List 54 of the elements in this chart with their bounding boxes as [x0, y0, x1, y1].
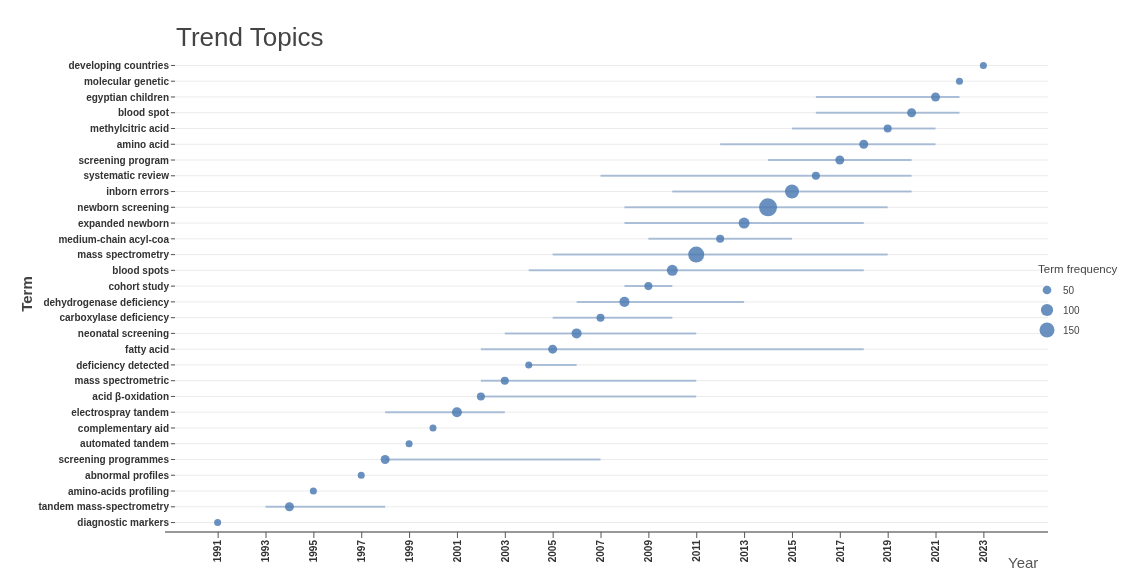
- legend-label: 50: [1063, 285, 1075, 296]
- x-tick-label: 2021: [930, 539, 942, 563]
- x-tick-label: 2015: [786, 539, 798, 563]
- y-tick-label: abnormal profiles: [85, 469, 170, 481]
- y-tick-label: neonatal screening: [77, 328, 169, 340]
- y-tick-label: screening program: [78, 154, 170, 166]
- legend-title: Term frequency: [1038, 263, 1118, 275]
- y-axis-title: Term: [18, 276, 35, 312]
- y-tick-label: molecular genetic: [83, 75, 170, 87]
- y-tick-label: electrospray tandem: [71, 406, 170, 418]
- y-tick-label: newborn screening: [77, 202, 169, 214]
- x-tick-label: 2009: [643, 539, 655, 563]
- y-tick-label: amino-acids profiling: [67, 485, 169, 497]
- y-tick-label: egyptian children: [86, 91, 169, 103]
- x-axis-title: Year: [1008, 554, 1039, 571]
- x-tick-label: 1993: [260, 539, 272, 563]
- y-tick-label: methylcitric acid: [90, 123, 169, 135]
- chart-title: Trend Topics: [176, 22, 324, 52]
- y-tick-label: diagnostic markers: [77, 517, 170, 529]
- y-tick-label: medium-chain acyl-coa: [58, 233, 170, 245]
- y-tick-label: tandem mass-spectrometry: [38, 501, 170, 513]
- x-tick-label: 2003: [499, 539, 511, 563]
- x-tick-label: 2005: [547, 539, 559, 563]
- y-tick-label: systematic review: [83, 170, 170, 182]
- x-tick-label: 1995: [308, 539, 320, 563]
- x-tick-label: 2001: [451, 539, 463, 563]
- legend-label: 150: [1063, 325, 1081, 336]
- y-tick-label: inborn errors: [106, 186, 170, 198]
- y-tick-label: complementary aid: [77, 422, 169, 434]
- legend-label: 100: [1063, 305, 1081, 316]
- y-tick-label: developing countries: [68, 60, 170, 72]
- y-tick-label: dehydrogenase deficiency: [43, 296, 170, 308]
- x-tick-label: 2017: [834, 539, 846, 563]
- x-tick-label: 2011: [690, 539, 702, 562]
- x-tick-label: 1991: [212, 539, 224, 563]
- y-tick-label: mass spectrometric: [74, 375, 170, 387]
- y-tick-label: carboxylase deficiency: [59, 312, 170, 324]
- y-tick-label: amino acid: [116, 138, 169, 150]
- y-tick-label: fatty acid: [125, 343, 169, 355]
- x-tick-label: 2023: [978, 539, 990, 563]
- y-tick-label: mass spectrometry: [77, 249, 170, 261]
- y-tick-label: screening programmes: [58, 454, 170, 466]
- x-tick-label: 1999: [403, 539, 415, 563]
- x-tick-label: 2019: [882, 539, 894, 563]
- x-tick-label: 2013: [738, 539, 750, 563]
- x-tick-label: 2007: [595, 539, 607, 563]
- y-tick-label: acid β-oxidation: [92, 391, 169, 403]
- y-tick-label: automated tandem: [80, 438, 170, 450]
- y-tick-label: cohort study: [108, 280, 170, 292]
- x-tick-label: 1997: [355, 539, 367, 563]
- y-tick-label: blood spots: [112, 265, 170, 277]
- y-tick-label: blood spot: [117, 107, 170, 119]
- y-tick-label: deficiency detected: [76, 359, 169, 371]
- y-tick-label: expanded newborn: [77, 217, 169, 229]
